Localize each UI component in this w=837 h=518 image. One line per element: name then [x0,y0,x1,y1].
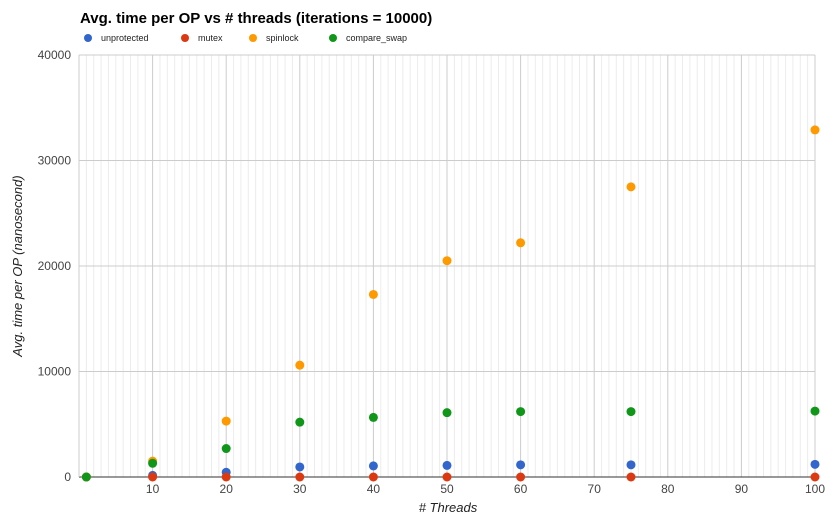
y-tick-label: 10000 [38,365,72,379]
point-compare-swap [221,444,231,454]
x-tick-label: 70 [588,482,602,496]
point-unprotected [368,461,378,471]
x-tick-label: 30 [293,482,307,496]
legend-swatch-icon [249,34,257,42]
y-tick-label: 40000 [38,48,72,62]
x-tick-label: 80 [661,482,675,496]
point-compare-swap [442,408,452,418]
x-tick-label: 20 [220,482,234,496]
point-spinlock [295,360,305,370]
point-compare-swap [810,406,820,416]
x-tick-label: 40 [367,482,381,496]
y-tick-label: 30000 [38,154,72,168]
x-tick-label: 50 [440,482,454,496]
y-axis-title: Avg. time per OP (nanosecond) [10,175,25,357]
point-mutex [368,472,378,482]
point-compare-swap [81,472,91,482]
legend-item-unprotected[interactable]: unprotected [84,33,181,43]
point-mutex [148,472,158,482]
point-mutex [221,472,231,482]
point-spinlock [442,256,452,266]
point-mutex [295,472,305,482]
point-unprotected [442,460,452,470]
legend-label: compare_swap [346,33,408,43]
point-unprotected [626,460,636,470]
legend-item-compare-swap[interactable]: compare_swap [329,33,429,43]
point-mutex [442,472,452,482]
point-unprotected [295,462,305,472]
x-axis-title: # Threads [419,500,478,515]
x-tick-label: 60 [514,482,528,496]
point-compare-swap [148,458,158,468]
chart-title: Avg. time per OP vs # threads (iteration… [80,10,433,27]
point-compare-swap [295,417,305,427]
legend-item-mutex[interactable]: mutex [181,33,249,43]
point-mutex [626,472,636,482]
point-compare-swap [368,412,378,422]
legend-item-spinlock[interactable]: spinlock [249,33,329,43]
legend-swatch-icon [329,34,337,42]
legend-label: unprotected [101,33,149,43]
legend-swatch-icon [181,34,189,42]
point-spinlock [221,416,231,426]
y-tick-label: 20000 [38,259,72,273]
legend-label: mutex [198,33,223,43]
x-tick-label: 10 [146,482,160,496]
point-compare-swap [626,407,636,417]
point-spinlock [810,125,820,135]
point-unprotected [516,460,526,470]
point-spinlock [626,182,636,192]
x-tick-label: 90 [735,482,749,496]
x-tick-label: 100 [805,482,825,496]
point-mutex [516,472,526,482]
x-tick-labels: 10 20 30 40 50 60 70 80 90 100 [146,482,825,496]
y-tick-labels: 0 10000 20000 30000 40000 [38,48,72,484]
point-compare-swap [516,407,526,417]
point-mutex [810,472,820,482]
point-spinlock [368,289,378,299]
y-tick-label: 0 [64,470,71,484]
point-unprotected [810,459,820,469]
legend-label: spinlock [266,33,299,43]
data-points [81,125,820,482]
legend: unprotected mutex spinlock compare_swap [84,33,429,43]
point-spinlock [516,238,526,248]
legend-swatch-icon [84,34,92,42]
